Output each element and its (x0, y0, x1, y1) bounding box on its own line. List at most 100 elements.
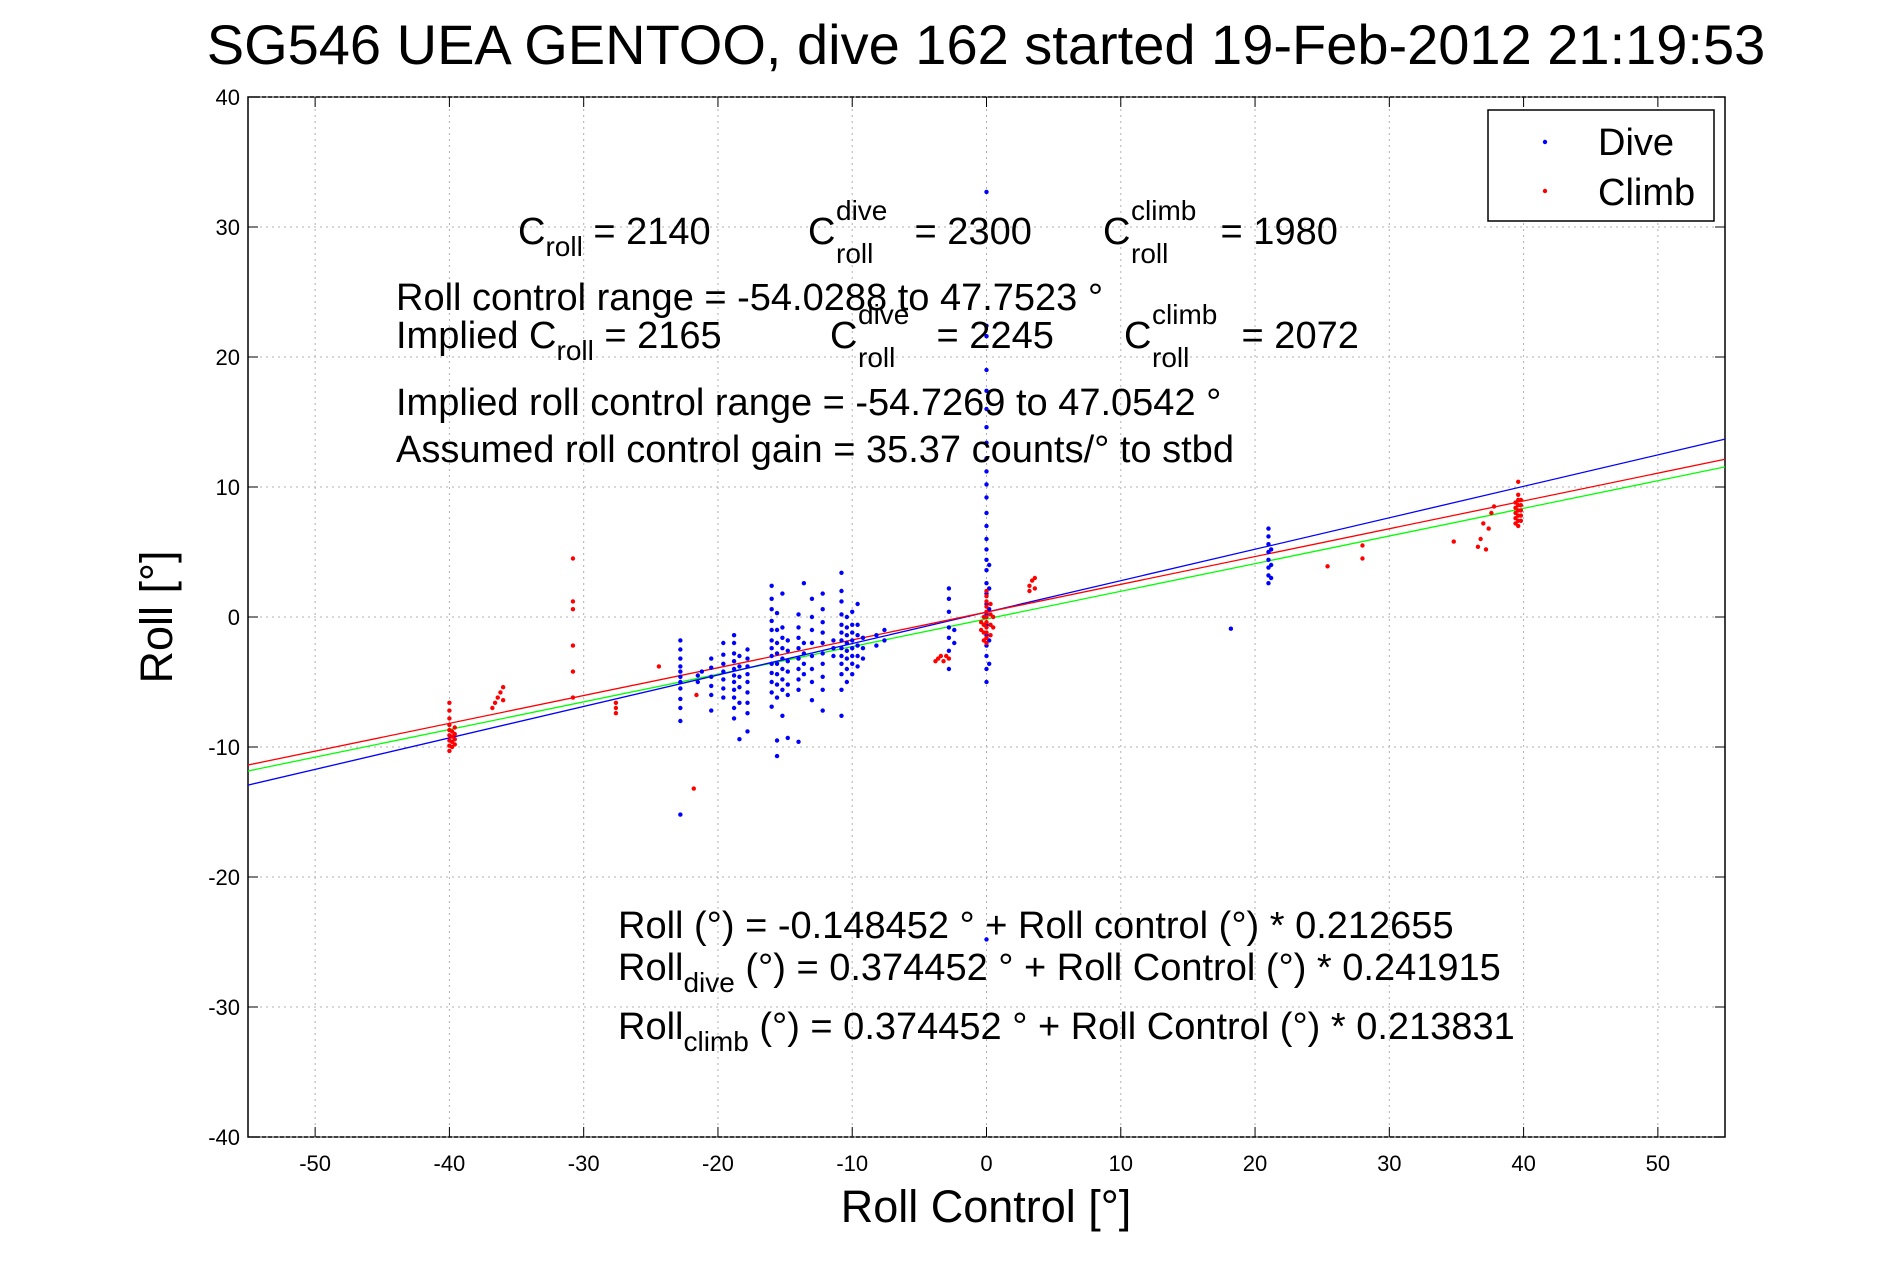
dive-point (855, 664, 860, 669)
climb-point (1516, 492, 1521, 497)
dive-point (737, 685, 742, 690)
dive-point (678, 664, 683, 669)
climb-point (694, 692, 699, 698)
dive-point (860, 656, 866, 661)
dive-point (695, 673, 701, 678)
x-tick-label: 40 (1511, 1151, 1535, 1176)
dive-point (709, 656, 714, 661)
dive-series (678, 189, 1274, 942)
dive-point (874, 643, 879, 648)
dive-point (780, 646, 785, 651)
dive-point (678, 686, 683, 691)
legend-label-climb: Climb (1598, 172, 1695, 214)
climb-point (1491, 504, 1497, 509)
y-tick-label: -10 (208, 735, 240, 760)
dive-point (820, 687, 825, 692)
dive-point (809, 640, 815, 646)
legend-label-dive: Dive (1598, 122, 1674, 164)
climb-point (1360, 556, 1365, 561)
climb-point (570, 669, 576, 674)
climb-point (1027, 583, 1032, 588)
dive-point (809, 596, 815, 601)
dive-point (855, 622, 860, 627)
dive-point (785, 735, 790, 741)
dive-point (809, 666, 815, 672)
dive-point (839, 713, 844, 718)
dive-point (709, 708, 714, 713)
dive-point (774, 753, 780, 759)
dive-point (785, 682, 790, 687)
climb-point (498, 690, 503, 695)
climb-point (1027, 588, 1032, 594)
dive-point (809, 614, 815, 620)
climb-point (938, 653, 944, 659)
dive-point (721, 695, 726, 700)
dive-point (874, 633, 879, 638)
dive-point (731, 679, 737, 685)
dive-point (745, 711, 750, 716)
climb-point (1518, 513, 1524, 518)
dive-point (678, 638, 683, 643)
climb-point (1032, 575, 1038, 581)
climb-point (613, 700, 619, 705)
dive-point (984, 937, 989, 942)
dive-point (774, 651, 780, 656)
dive-point (839, 622, 844, 627)
climb-point (1518, 508, 1524, 513)
climb-point (1486, 526, 1491, 531)
climb-point (1483, 547, 1489, 552)
dive-point (1266, 557, 1271, 562)
x-tick-label: -20 (702, 1151, 734, 1176)
dive-point (678, 718, 683, 724)
dive-point (745, 672, 750, 677)
climb-point (452, 731, 457, 737)
dive-point (844, 679, 850, 685)
dive-point (796, 656, 801, 661)
climb-point (1032, 586, 1038, 591)
climb-point (613, 711, 619, 716)
dive-point (984, 425, 989, 430)
dive-point (860, 646, 866, 651)
dive-point (1268, 575, 1274, 581)
dive-point (774, 627, 780, 633)
dive-point (709, 674, 714, 679)
axis-ticks: -50 -40 -30 -20 -10 0 10 20 30 40 50 -40 -30 -20 -10 0 1… (208, 85, 1725, 1176)
dive-point (785, 638, 790, 643)
dive-point (785, 692, 790, 698)
dive-point (820, 640, 825, 646)
dive-point (1266, 542, 1271, 547)
dive-point (678, 674, 683, 679)
dive-point (745, 679, 750, 685)
y-axis-label: Roll [°] (131, 550, 182, 683)
dive-point (780, 635, 785, 640)
dive-point (946, 666, 952, 672)
y-tick-label: 10 (216, 475, 240, 500)
x-tick-label: 30 (1377, 1151, 1401, 1176)
dive-point (984, 482, 989, 487)
dive-point (946, 648, 952, 653)
dive-point (952, 627, 957, 633)
dive-point (984, 406, 989, 412)
dive-point (785, 659, 790, 664)
dive-point (769, 679, 774, 685)
climb-point (1518, 497, 1524, 503)
dive-point (745, 700, 750, 705)
dive-point (678, 647, 683, 652)
fit-equation-dive: Rolldive (°) = 0.374452 ° + Roll Control… (618, 947, 1501, 998)
dive-point (731, 705, 737, 711)
dive-point (774, 695, 780, 700)
climb-point (1478, 536, 1483, 542)
climb-point (1518, 518, 1524, 523)
climb-point (1518, 503, 1524, 508)
dive-point (984, 469, 989, 474)
dive-point (809, 653, 815, 659)
dive-point (946, 635, 952, 640)
dive-point (855, 601, 860, 607)
dive-point (737, 737, 742, 742)
dive-point (850, 630, 855, 635)
dive-point (731, 633, 737, 638)
dive-point (721, 652, 726, 657)
climb-point (452, 725, 457, 730)
dive-point (678, 812, 683, 817)
dive-point (984, 189, 989, 195)
